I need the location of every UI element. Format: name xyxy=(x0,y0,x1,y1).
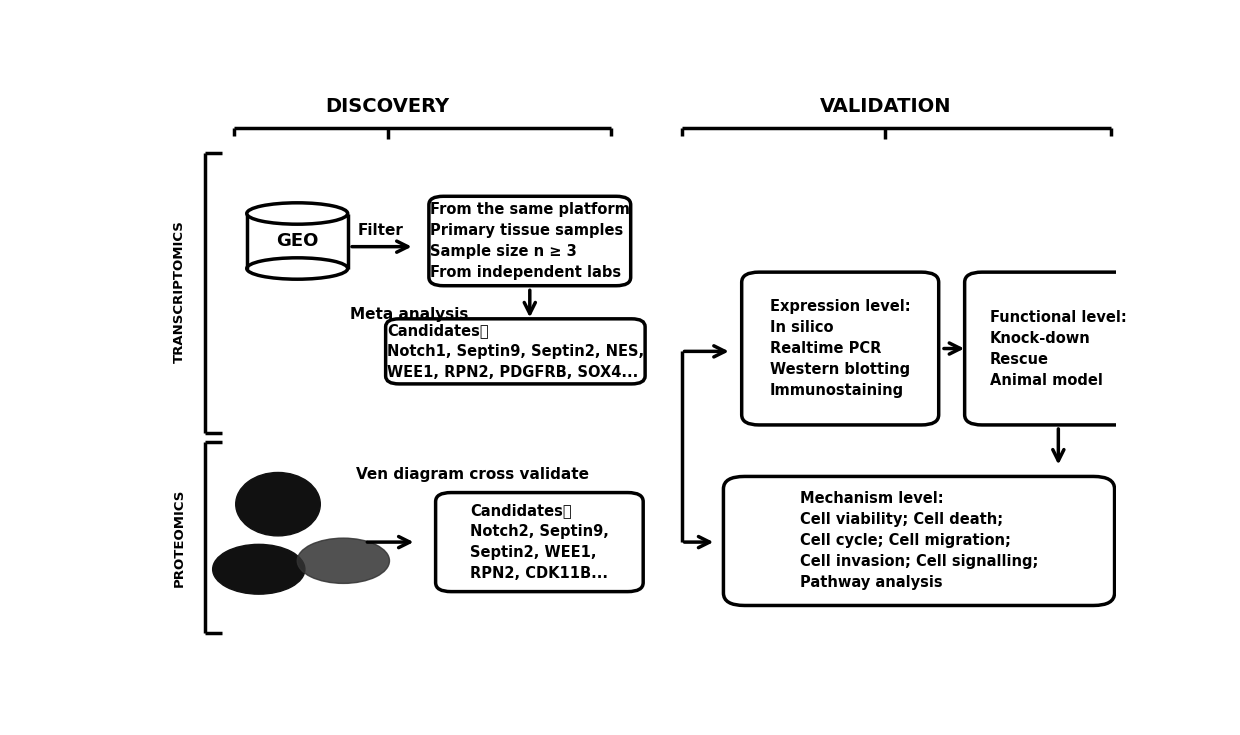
Text: Meta analysis: Meta analysis xyxy=(351,307,469,322)
Text: DISCOVERY: DISCOVERY xyxy=(325,97,450,116)
Text: Mechanism level:
Cell viability; Cell death;
Cell cycle; Cell migration;
Cell in: Mechanism level: Cell viability; Cell de… xyxy=(800,492,1038,590)
Ellipse shape xyxy=(236,473,320,536)
Ellipse shape xyxy=(213,545,305,594)
FancyBboxPatch shape xyxy=(386,319,645,384)
FancyBboxPatch shape xyxy=(742,272,939,425)
FancyBboxPatch shape xyxy=(723,476,1115,606)
FancyBboxPatch shape xyxy=(247,213,347,268)
Text: Candidates：
Notch1, Septin9, Septin2, NES,
WEE1, RPN2, PDGFRB, SOX4...: Candidates： Notch1, Septin9, Septin2, NE… xyxy=(387,323,644,380)
Text: GEO: GEO xyxy=(277,232,319,250)
Text: Candidates：
Notch2, Septin9,
Septin2, WEE1,
RPN2, CDK11B...: Candidates： Notch2, Septin9, Septin2, WE… xyxy=(470,503,609,581)
Text: Filter: Filter xyxy=(358,223,404,238)
Text: Ven diagram cross validate: Ven diagram cross validate xyxy=(356,467,589,481)
FancyBboxPatch shape xyxy=(429,196,631,286)
FancyBboxPatch shape xyxy=(435,492,644,592)
Ellipse shape xyxy=(247,203,347,224)
Text: VALIDATION: VALIDATION xyxy=(820,97,951,116)
Text: PROTEOMICS: PROTEOMICS xyxy=(172,489,186,587)
Text: TRANSCRIPTOMICS: TRANSCRIPTOMICS xyxy=(172,220,186,363)
Text: Expression level:
In silico
Realtime PCR
Western blotting
Immunostaining: Expression level: In silico Realtime PCR… xyxy=(770,299,910,398)
FancyBboxPatch shape xyxy=(965,272,1152,425)
Ellipse shape xyxy=(298,538,389,584)
Text: From the same platform
Primary tissue samples
Sample size n ≥ 3
From independent: From the same platform Primary tissue sa… xyxy=(430,202,630,280)
Ellipse shape xyxy=(247,258,347,279)
Text: Functional level:
Knock-down
Rescue
Animal model: Functional level: Knock-down Rescue Anim… xyxy=(990,309,1127,387)
